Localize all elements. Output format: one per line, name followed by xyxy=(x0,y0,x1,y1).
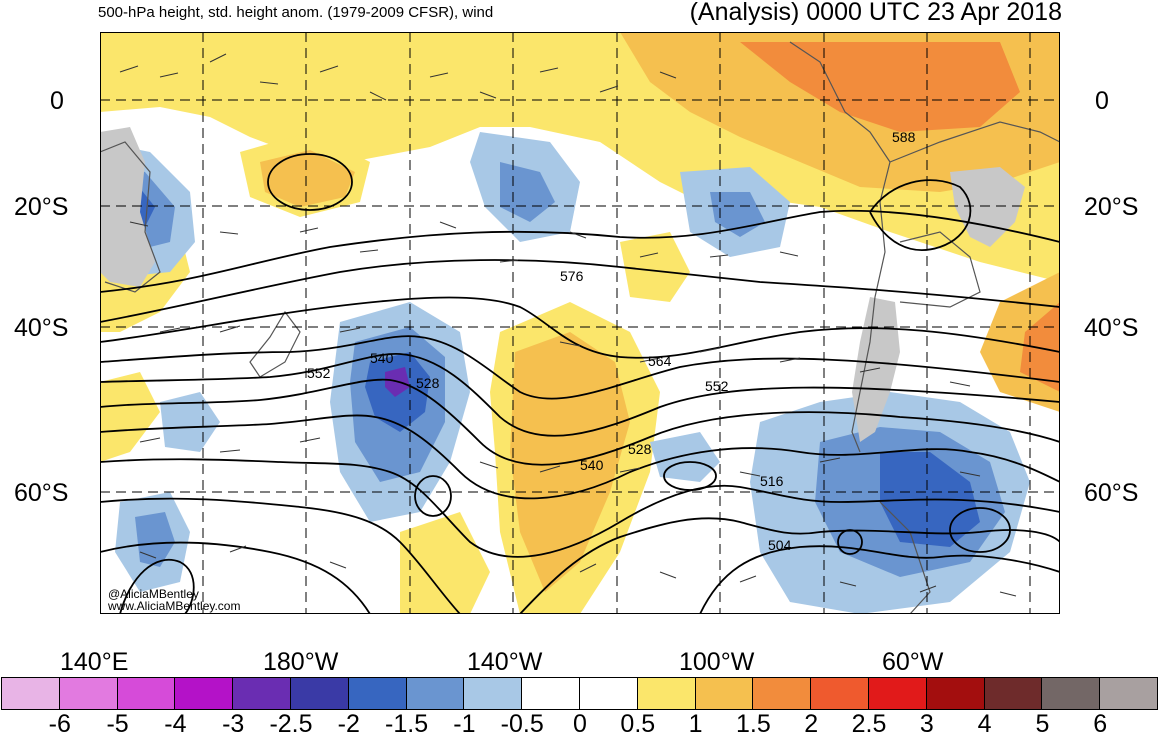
colorbar-tick-label: 4 xyxy=(977,710,992,738)
map-panel: 588 576 564 552 552 540 540 528 528 516 … xyxy=(100,32,1060,614)
colorbar-tick-label: -6 xyxy=(48,710,71,738)
colorbar-tick-label: 1 xyxy=(688,710,703,738)
colorbar-tick-label: -1 xyxy=(453,710,476,738)
lat-label-right: 40°S xyxy=(1084,314,1139,342)
lat-label-right: 60°S xyxy=(1084,479,1139,507)
lat-label-right: 0 xyxy=(1095,87,1109,115)
colorbar-tick-label: 1.5 xyxy=(736,710,771,738)
credit-url: www.AliciaMBentley.com xyxy=(107,599,240,613)
lon-label: 60°W xyxy=(882,648,944,676)
colorbar-swatch xyxy=(463,677,523,710)
colorbar-tick-label: 2.5 xyxy=(851,710,887,738)
credit-handle: @AliciaMBentley xyxy=(108,587,199,601)
colorbar-swatch xyxy=(636,677,696,710)
colorbar-tick-label: 6 xyxy=(1093,710,1108,738)
wind-barbs xyxy=(119,53,1017,597)
land-mask xyxy=(100,127,1025,442)
colorbar-tick-label: -1.5 xyxy=(385,710,429,738)
contour-label: 552 xyxy=(307,365,331,381)
lat-lon-grid xyxy=(100,32,1060,614)
colorbar-swatch xyxy=(867,677,927,710)
colorbar-swatch xyxy=(1041,677,1101,710)
lat-label-left: 40°S xyxy=(14,314,69,342)
colorbar-swatch xyxy=(289,677,349,710)
colorbar-tick-labels: -6 -5 -4 -3 -2.5 -2 -1.5 -1 -0.5 0 0.5 1 1.5 2 2.5 3 4 5 6 xyxy=(0,710,1160,738)
contour-label: 528 xyxy=(628,441,652,457)
colorbar-swatch xyxy=(405,677,465,710)
contour-label: 528 xyxy=(416,375,440,391)
colorbar-swatch xyxy=(810,677,869,710)
colorbar-swatch xyxy=(1,677,60,710)
map-title: 500-hPa height, std. height anom. (1979-… xyxy=(98,4,494,21)
lon-label: 100°W xyxy=(679,648,755,676)
colorbar-tick-label: -3 xyxy=(222,710,245,738)
colorbar-swatch xyxy=(116,677,176,710)
colorbar-swatch xyxy=(232,677,291,710)
contour-label: 564 xyxy=(648,353,672,369)
lat-label-left: 20°S xyxy=(14,193,69,221)
colorbar-swatch xyxy=(925,677,985,710)
contour-label: 504 xyxy=(768,537,792,553)
colorbar-swatch xyxy=(578,677,638,710)
lon-label: 140°E xyxy=(60,648,129,676)
contour-label: 540 xyxy=(580,457,604,473)
colorbar-tick-label: 2 xyxy=(804,710,819,738)
height-contours xyxy=(100,153,1060,614)
colorbar-swatch xyxy=(1099,677,1158,710)
colorbar-swatch xyxy=(521,677,580,710)
colorbar-tick-label: -0.5 xyxy=(500,710,544,738)
lat-label-right: 20°S xyxy=(1084,193,1139,221)
lon-label: 180°W xyxy=(263,648,339,676)
colorbar-tick-label: -2.5 xyxy=(269,710,313,738)
colorbar-tick-label: 0 xyxy=(573,710,587,738)
colorbar-tick-label: 3 xyxy=(919,710,934,738)
contour-label: 516 xyxy=(760,473,784,489)
lon-label: 140°W xyxy=(467,648,543,676)
contour-label: 552 xyxy=(705,378,729,394)
lat-label-left: 60°S xyxy=(14,479,69,507)
colorbar-tick-label: 5 xyxy=(1035,710,1050,738)
colorbar-tick-label: 0.5 xyxy=(620,710,656,738)
coastlines xyxy=(100,41,1060,614)
contour-label: 588 xyxy=(892,129,916,145)
colorbar-swatch xyxy=(174,677,234,710)
contour-label: 540 xyxy=(370,350,394,366)
lat-label-left: 0 xyxy=(50,87,64,115)
colorbar-tick-label: -4 xyxy=(164,710,187,738)
colorbar-tick-label: -2 xyxy=(337,710,360,738)
contour-label: 576 xyxy=(560,268,584,284)
colorbar-swatch xyxy=(58,677,118,710)
colorbar-swatch xyxy=(694,677,754,710)
valid-time-title: (Analysis) 0000 UTC 23 Apr 2018 xyxy=(689,0,1062,26)
colorbar xyxy=(1,677,1158,710)
colorbar-swatch xyxy=(347,677,407,710)
colorbar-swatch xyxy=(983,677,1043,710)
map-border xyxy=(100,32,1060,614)
colorbar-tick-label: -5 xyxy=(106,710,129,738)
colorbar-swatch xyxy=(752,677,812,710)
